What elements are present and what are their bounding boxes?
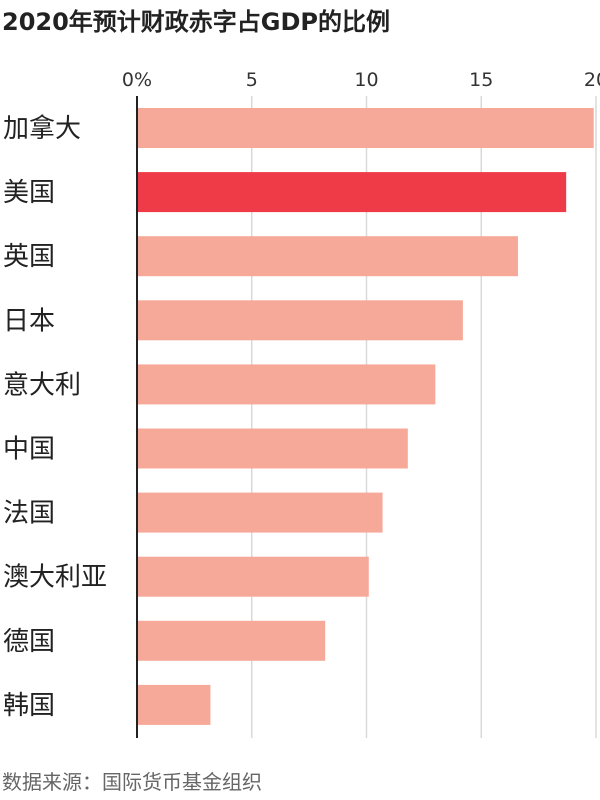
chart-title: 2020年预计财政赤字占GDP的比例: [2, 8, 391, 36]
category-label: 日本: [3, 306, 55, 336]
source-note: 数据来源：国际货币基金组织: [2, 770, 262, 794]
bar: [137, 172, 567, 213]
category-label: 德国: [3, 627, 55, 657]
bar: [137, 492, 383, 533]
category-label: 意大利: [3, 370, 81, 400]
bar: [137, 364, 436, 405]
category-label: 英国: [3, 242, 55, 272]
bar: [137, 108, 594, 148]
bar: [137, 556, 369, 597]
category-label: 中国: [3, 435, 55, 465]
x-tick-label: 20: [584, 69, 600, 91]
x-tick-label: 0%: [122, 69, 152, 91]
category-label: 美国: [3, 178, 55, 208]
bar: [137, 236, 518, 277]
bar: [137, 428, 408, 469]
category-label: 法国: [3, 499, 55, 529]
x-tick-label: 10: [354, 69, 378, 91]
bar: [137, 620, 326, 661]
category-label: 加拿大: [3, 114, 81, 144]
x-tick-label: 5: [246, 69, 258, 91]
bar: [137, 300, 463, 341]
category-label: 韩国: [3, 691, 55, 721]
x-tick-labels: 0% 5 10 15 20: [122, 69, 600, 91]
bar: [137, 684, 211, 725]
bars: [137, 108, 594, 725]
category-label: 澳大利亚: [3, 563, 107, 593]
x-tick-label: 15: [469, 69, 493, 91]
